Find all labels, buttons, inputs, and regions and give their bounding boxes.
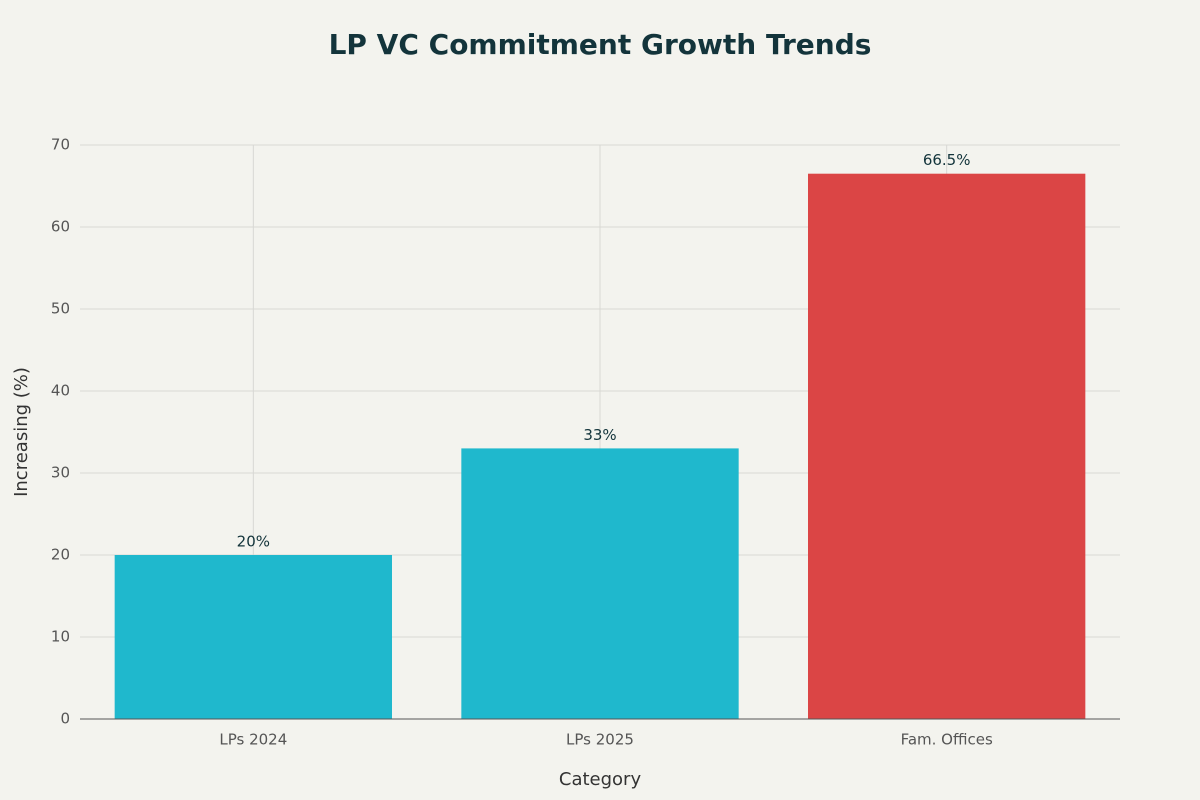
y-tick-label: 60 bbox=[51, 218, 70, 236]
x-tick-label: LPs 2025 bbox=[566, 731, 634, 749]
value-label: 20% bbox=[237, 533, 270, 551]
value-label: 33% bbox=[583, 426, 616, 444]
x-tick-label: Fam. Offices bbox=[901, 731, 993, 749]
x-axis-title: Category bbox=[559, 769, 642, 790]
value-label: 66.5% bbox=[923, 151, 971, 169]
y-tick-label: 20 bbox=[51, 546, 70, 564]
bar bbox=[461, 448, 739, 719]
bar bbox=[808, 173, 1086, 719]
y-tick-label: 50 bbox=[51, 300, 70, 318]
y-tick-label: 10 bbox=[51, 628, 70, 646]
bar bbox=[114, 555, 393, 719]
chart-title: LP VC Commitment Growth Trends bbox=[329, 28, 872, 61]
y-tick-label: 0 bbox=[60, 710, 70, 728]
y-tick-label: 30 bbox=[51, 464, 70, 482]
y-tick-label: 40 bbox=[51, 382, 70, 400]
y-axis-title: Increasing (%) bbox=[11, 367, 32, 497]
x-tick-label: LPs 2024 bbox=[219, 731, 287, 749]
y-tick-label: 70 bbox=[51, 136, 70, 154]
